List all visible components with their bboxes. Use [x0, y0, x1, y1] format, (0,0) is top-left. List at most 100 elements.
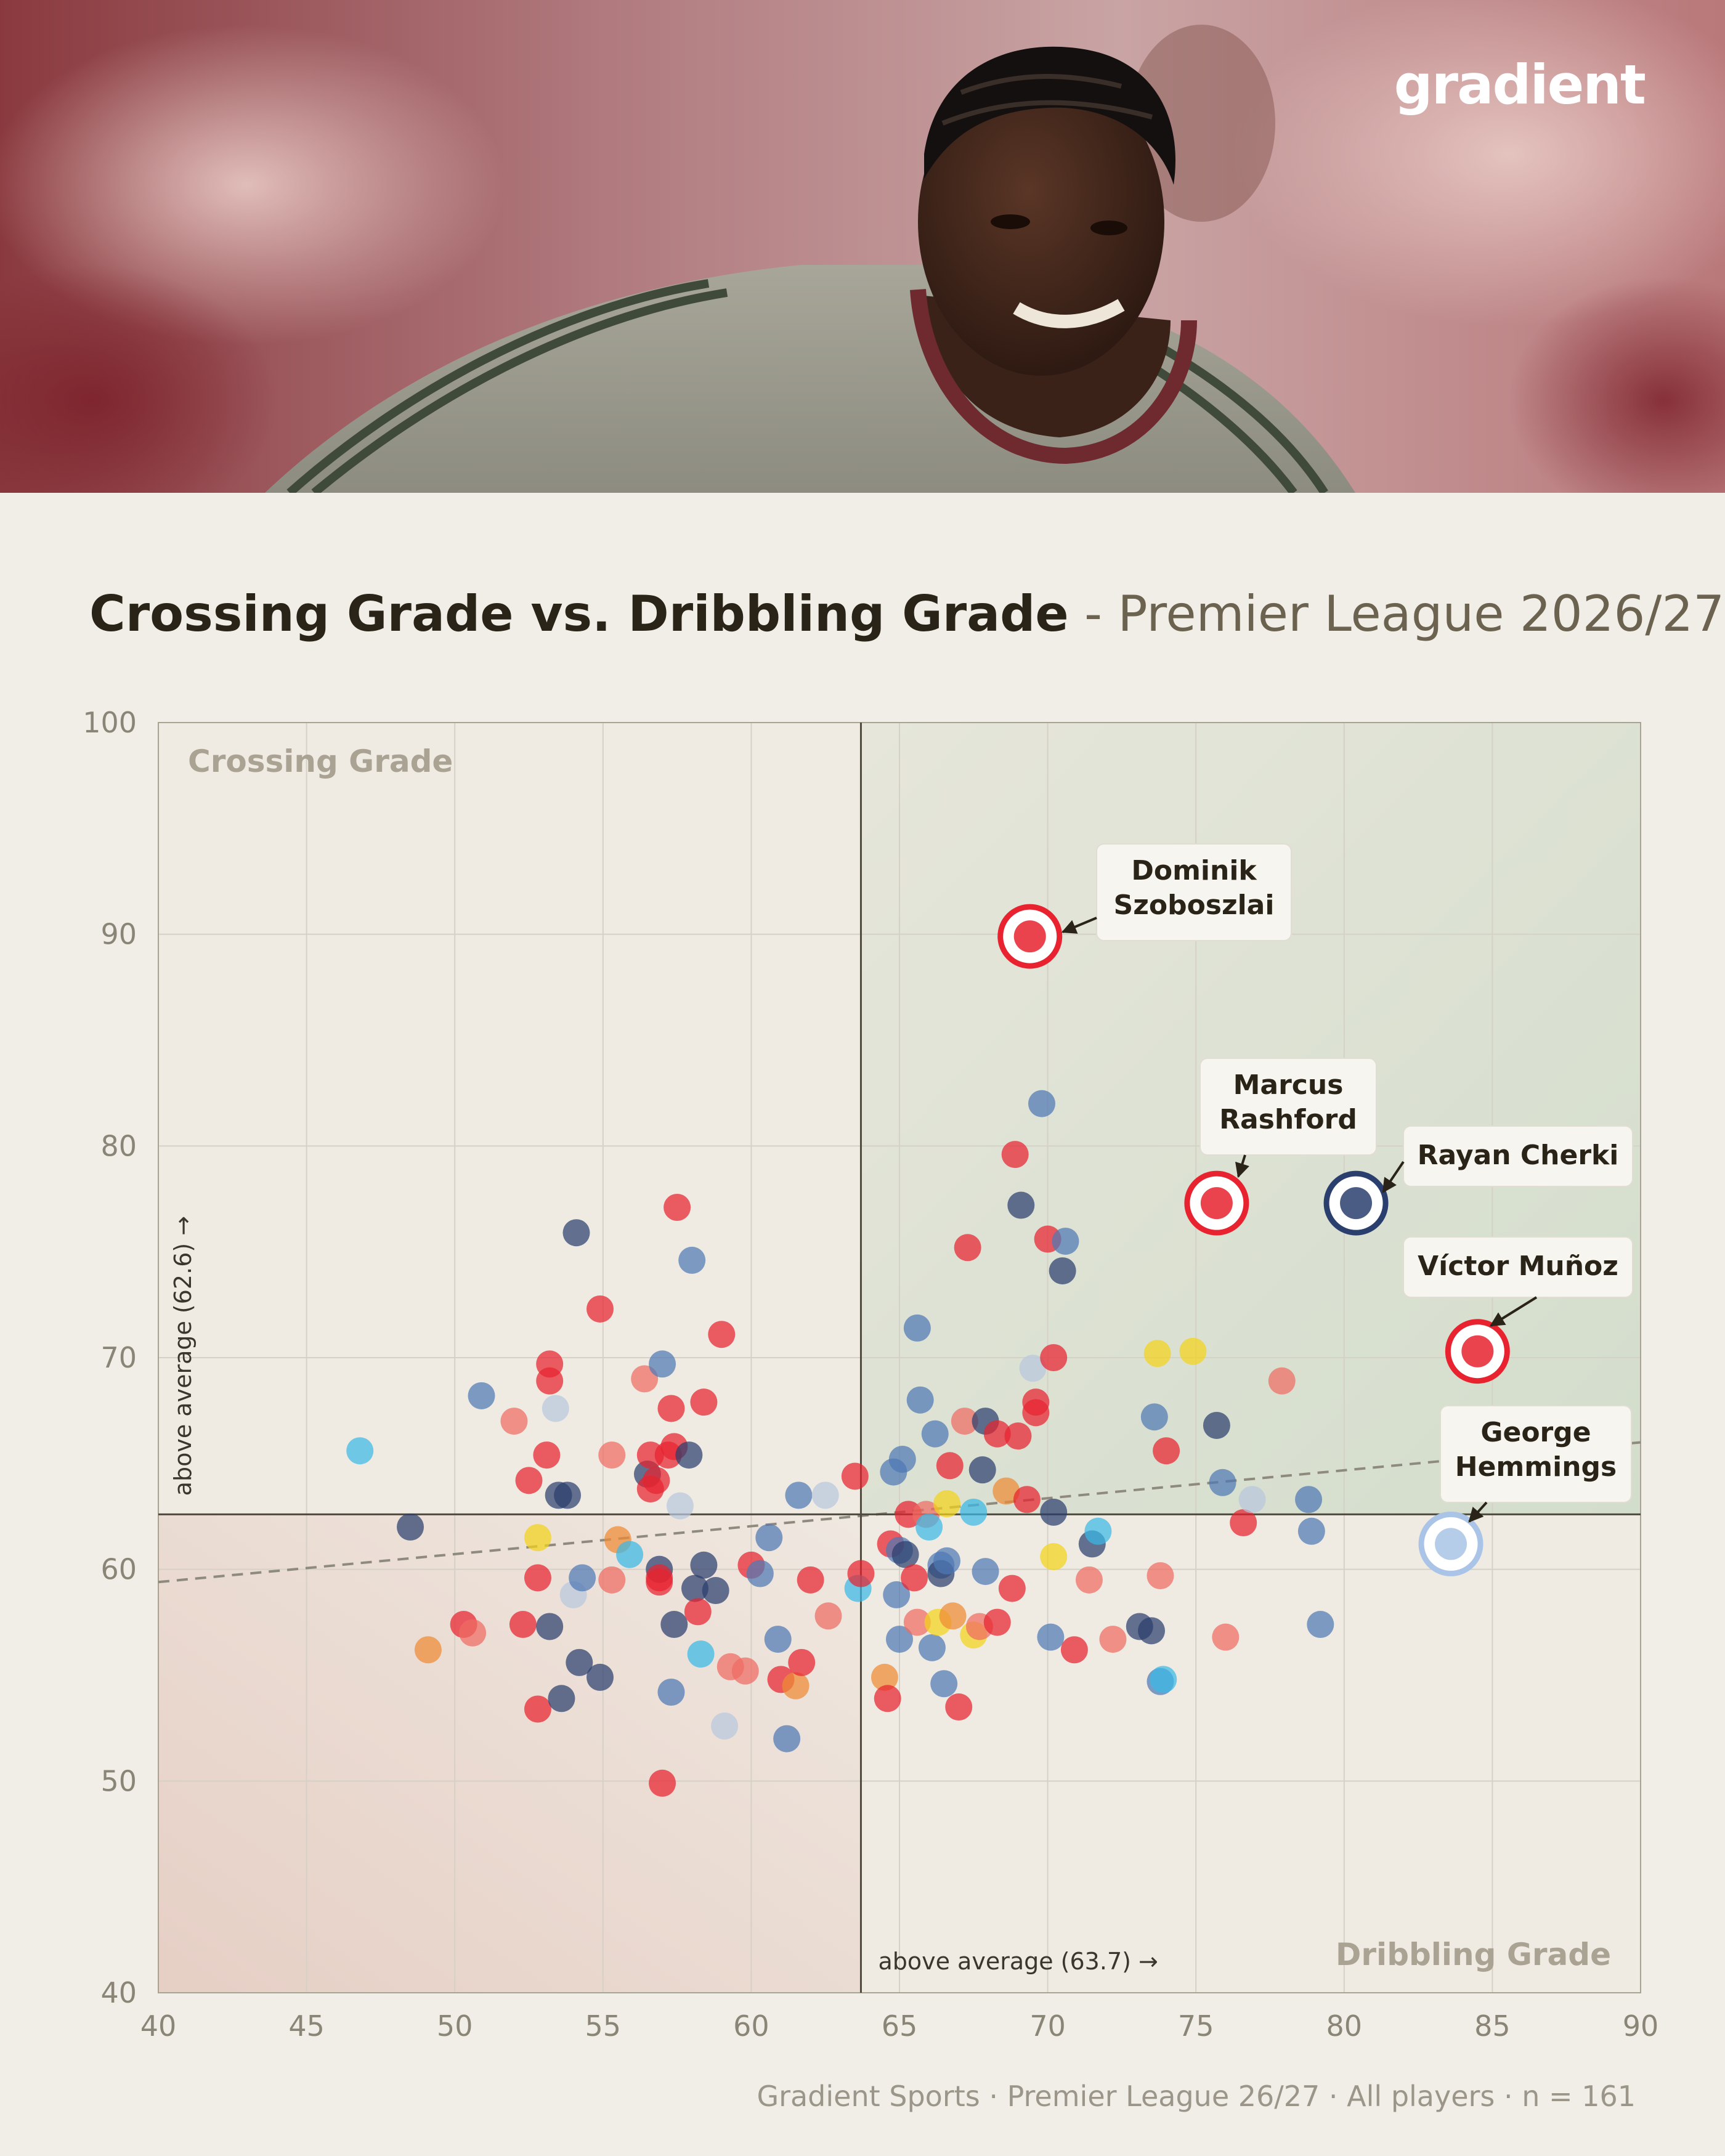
data-point [711, 1712, 739, 1740]
data-point [746, 1560, 774, 1587]
y-average-label: above average (62.6) → [169, 1216, 197, 1496]
data-point [891, 1541, 919, 1568]
quadrant-bottom-left [158, 1514, 861, 1993]
data-point [918, 1634, 946, 1661]
player-name-label: Szoboszlai [1114, 890, 1275, 921]
hero-photo: gradient [0, 0, 1725, 493]
data-point [731, 1657, 759, 1685]
data-point [1295, 1486, 1323, 1514]
data-point [1203, 1411, 1230, 1439]
x-tick-label: 80 [1326, 2009, 1363, 2043]
data-point [983, 1608, 1011, 1636]
data-point [1013, 1486, 1041, 1514]
data-point [1138, 1617, 1166, 1645]
data-point [1238, 1486, 1266, 1514]
label-box [1440, 1405, 1632, 1503]
data-point [1230, 1509, 1257, 1537]
data-point [1297, 1517, 1325, 1545]
data-point [586, 1663, 614, 1691]
axes: 40 45 50 55 60 65 70 75 80 85 90 40 50 60 70 80 90 100 Cro… [83, 706, 1658, 2043]
data-point [678, 1246, 706, 1274]
data-point [972, 1558, 999, 1586]
data-point [1268, 1367, 1296, 1395]
label-box [1199, 1058, 1377, 1156]
data-point [1028, 1090, 1055, 1117]
data-point [681, 1574, 708, 1602]
data-point [886, 1626, 913, 1653]
data-point [569, 1564, 596, 1592]
data-point [1140, 1403, 1168, 1431]
data-point [1143, 1340, 1171, 1368]
data-point [664, 1193, 691, 1221]
data-point [524, 1564, 551, 1592]
data-point [841, 1462, 869, 1490]
data-point [509, 1611, 537, 1639]
y-tick-label: 70 [100, 1341, 137, 1374]
data-point [1049, 1257, 1076, 1285]
badge-crest-icon [1013, 920, 1046, 953]
data-point [874, 1685, 901, 1712]
data-point [1099, 1626, 1127, 1653]
y-axis-title: Crossing Grade [188, 744, 453, 779]
data-point [755, 1524, 783, 1552]
player-name-label: Hemmings [1455, 1451, 1617, 1483]
grid-lines [158, 722, 1641, 1993]
data-point [945, 1693, 973, 1721]
data-point [666, 1492, 694, 1520]
player-name-label: Marcus [1233, 1069, 1344, 1101]
data-point [933, 1547, 960, 1574]
data-point [643, 1467, 670, 1494]
data-point [566, 1648, 593, 1676]
data-point [657, 1395, 685, 1422]
x-tick-label: 55 [585, 2009, 622, 2043]
data-point [586, 1295, 614, 1323]
data-point [397, 1513, 424, 1541]
data-point [782, 1672, 810, 1700]
plot-border [158, 722, 1641, 1993]
player-name-label: Víctor Muñoz [1418, 1250, 1618, 1282]
badge-crest-icon [1340, 1187, 1373, 1220]
data-point [616, 1541, 644, 1568]
data-point [1075, 1566, 1103, 1594]
title-main: Crossing Grade vs. Dribbling Grade [89, 585, 1069, 642]
label-box [1403, 1125, 1633, 1187]
page-title: Crossing Grade vs. Dribbling Grade - Pre… [89, 585, 1724, 642]
badge-crest-icon [1435, 1528, 1467, 1560]
data-point [524, 1695, 551, 1723]
y-tick-label: 50 [100, 1764, 137, 1797]
data-point [554, 1481, 582, 1509]
data-point [1150, 1666, 1177, 1693]
data-point [954, 1234, 981, 1262]
data-point [1022, 1399, 1050, 1427]
badge-crest-icon [1461, 1335, 1494, 1368]
player-name-label: Dominik [1131, 855, 1257, 886]
data-point [687, 1640, 715, 1668]
data-point [992, 1477, 1020, 1505]
data-point [1004, 1422, 1032, 1450]
data-point [903, 1608, 931, 1636]
data-point [346, 1437, 374, 1465]
y-tick-label: 40 [100, 1976, 137, 2009]
data-point [1307, 1611, 1334, 1639]
player-photo [0, 0, 1725, 493]
x-axis-title: Dribbling Grade [1336, 1937, 1611, 1972]
data-point [468, 1382, 495, 1409]
data-point [1007, 1191, 1035, 1219]
data-point [951, 1408, 978, 1435]
data-point [960, 1498, 988, 1526]
data-point [1052, 1227, 1079, 1255]
data-point [847, 1560, 875, 1587]
y-tick-label: 90 [100, 918, 137, 951]
source-note: Gradient Sports · Premier League 26/27 ·… [757, 2080, 1636, 2113]
x-tick-label: 85 [1474, 2009, 1511, 2043]
data-point [542, 1395, 569, 1422]
x-tick-label: 45 [288, 2009, 325, 2043]
x-tick-label: 65 [882, 2009, 918, 2043]
data-point [459, 1619, 487, 1647]
player-name-label: George [1480, 1417, 1591, 1448]
x-tick-label: 50 [437, 2009, 473, 2043]
